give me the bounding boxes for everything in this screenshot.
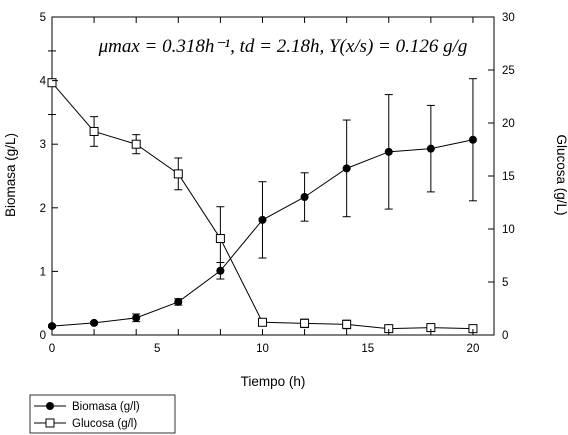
- left-tick-label: 4: [40, 76, 47, 88]
- plot-area: [51, 16, 495, 336]
- point-biomasa: [90, 318, 99, 327]
- annotation: μmax = 0.318h⁻¹, td = 2.18h, Y(x/s) = 0.…: [98, 36, 468, 57]
- legend-label-glucosa: Glucosa (g/l): [72, 418, 137, 430]
- point-biomasa: [258, 215, 267, 224]
- left-tick-label: 0: [40, 330, 46, 342]
- legend-marker-glucosa: [45, 418, 55, 428]
- left-tick-label: 3: [40, 139, 46, 151]
- right-tick-label: 20: [502, 118, 515, 130]
- x-tick-label: 15: [361, 343, 374, 355]
- point-glucosa: [131, 139, 141, 149]
- plot-frame-box: [51, 16, 495, 336]
- point-biomasa: [426, 144, 435, 153]
- point-biomasa: [216, 266, 225, 275]
- left-tick-label: 1: [40, 266, 46, 278]
- x-tick-label: 0: [49, 343, 55, 355]
- point-glucosa: [47, 78, 57, 88]
- right-tick-label: 5: [502, 277, 508, 289]
- point-biomasa: [48, 322, 56, 331]
- right-tick-label: 10: [502, 224, 515, 236]
- point-glucosa: [300, 318, 310, 328]
- point-biomasa: [468, 135, 477, 144]
- point-glucosa: [257, 317, 267, 327]
- legend-label-biomasa: Biomasa (g/l): [72, 401, 140, 413]
- point-biomasa: [174, 297, 183, 306]
- point-glucosa: [89, 126, 99, 136]
- legend-marker-biomasa: [46, 402, 54, 410]
- axis-ticks: 0 5 10 15 20 0 1 2 3 4 5 0 5 10 15 20 25 30: [40, 12, 515, 355]
- x-tick-label: 20: [467, 343, 480, 355]
- x-tick-label: 10: [256, 343, 269, 355]
- point-glucosa: [215, 234, 225, 244]
- right-tick-label: 25: [502, 65, 515, 77]
- point-biomasa: [342, 164, 351, 173]
- left-axis-title: Biomasa (g/L): [3, 133, 18, 217]
- left-tick-label: 2: [40, 203, 46, 215]
- point-biomasa: [384, 147, 393, 156]
- point-biomasa: [132, 313, 141, 322]
- x-tick-label: 5: [154, 343, 160, 355]
- point-glucosa: [173, 169, 183, 179]
- right-tick-label: 30: [502, 12, 515, 24]
- point-biomasa: [300, 192, 309, 201]
- right-tick-label: 15: [502, 171, 515, 183]
- legend: Biomasa (g/l) Glucosa (g/l): [29, 394, 176, 434]
- x-axis-title: Tiempo (h): [241, 374, 306, 389]
- error-bars: [48, 50, 477, 331]
- right-axis-title: Glucosa (g/L): [554, 134, 568, 215]
- annotation-text: μmax = 0.318h⁻¹, td = 2.18h, Y(x/s) = 0.…: [98, 36, 468, 57]
- point-glucosa: [342, 319, 352, 329]
- right-tick-label: 0: [502, 330, 508, 342]
- data-markers: [47, 78, 478, 334]
- left-tick-label: 5: [40, 12, 46, 24]
